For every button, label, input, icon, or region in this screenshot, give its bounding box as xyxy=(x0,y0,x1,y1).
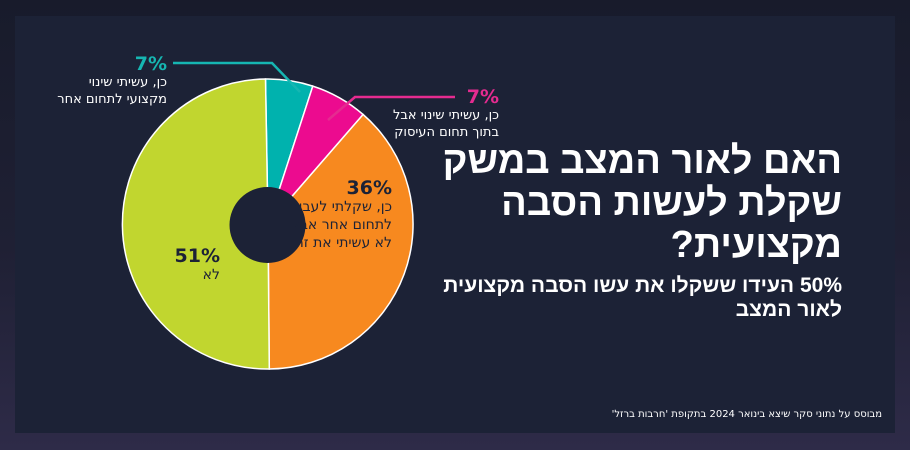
slice-no xyxy=(121,78,271,370)
desc-changed-field: כן, עשיתי שינוי מקצועי לתחום אחר xyxy=(57,75,167,107)
desc-no: לא xyxy=(202,267,220,283)
pct-changed-field: 7% xyxy=(134,53,167,75)
subtitle: 50% העידו ששקלו את עשו הסבה מקצועית לאור… xyxy=(443,274,842,321)
label-changed-within-field: 7% כן, עשיתי שינוי אבל בתוך תחום העיסוק xyxy=(384,87,499,141)
desc-changed-within-field: כן, עשיתי שינוי אבל בתוך תחום העיסוק xyxy=(392,108,499,140)
pct-no: 51% xyxy=(174,245,220,267)
source-note: מבוסס על נתוני סקר שיצא בינואר 2024 בתקו… xyxy=(611,409,882,420)
pct-considered-not-done: 36% xyxy=(346,177,392,199)
label-no: 51% לא xyxy=(175,246,220,284)
donut-hole xyxy=(229,187,306,263)
magenta-leader-line xyxy=(327,95,455,121)
pct-changed-within-field: 7% xyxy=(466,86,499,108)
slice-considered-not-done xyxy=(267,113,414,370)
label-considered-not-done: 36% כן, שקלתי לעבור לתחום אחר אבל לא עשי… xyxy=(282,178,392,252)
label-changed-field: 7% כן, עשיתי שינוי מקצועי לתחום אחר xyxy=(47,54,167,108)
desc-considered-not-done: כן, שקלתי לעבור לתחום אחר אבל לא עשיתי א… xyxy=(290,199,392,251)
teal-leader-line xyxy=(173,61,301,93)
page-title: האם לאור המצב במשק שקלת לעשות הסבה מקצוע… xyxy=(442,140,842,266)
